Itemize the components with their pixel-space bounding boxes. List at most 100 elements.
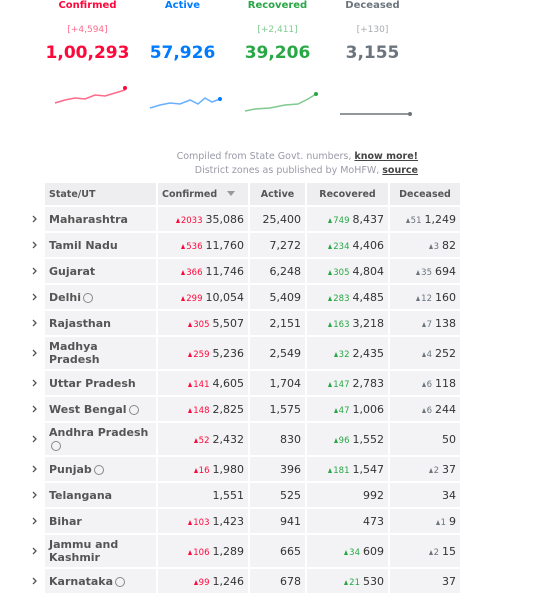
sparkline [244,93,317,112]
state-cell: Uttar Pradesh [32,371,156,395]
expand-icon[interactable] [32,547,38,555]
state-row[interactable]: West Bengal 148 2,825 1,575 47 1,006 6 244 [32,397,460,421]
state-row[interactable]: Delhi 299 10,054 5,409 283 4,485 12 160 [32,285,460,309]
state-cell: Gujarat [32,259,156,283]
active-value: 2,549 [269,346,302,360]
expand-icon[interactable] [32,405,38,413]
expand-icon[interactable] [32,267,38,275]
column-header[interactable]: Active [250,183,305,205]
state-row[interactable]: Andhra Pradesh 52 2,432 830 96 1,552 50 [32,423,460,455]
state-name: Delhi [49,290,81,304]
sparkline-dot [218,97,222,101]
state-row[interactable]: Punjab 16 1,980 396 181 1,547 2 37 [32,457,460,481]
confirmed-cell: 103 1,423 [158,509,248,533]
confirmed-delta: 106 [188,548,209,558]
state-row[interactable]: Rajasthan 305 5,507 2,151 163 3,218 7 138 [32,311,460,335]
expand-icon[interactable] [32,293,38,301]
recovered-cell: 234 4,406 [307,233,388,257]
active-value: 5,409 [269,290,302,304]
confirmed-value: 11,746 [205,264,245,278]
recovered-delta: 163 [328,320,349,330]
summary-card: Recovered [+2,411] 39,206 [230,0,325,63]
recovered-value: 3,218 [352,316,385,330]
summary-label: Recovered [247,0,308,11]
info-icon[interactable] [115,576,126,587]
recovered-cell: 749 8,437 [307,207,388,231]
info-icon[interactable] [128,404,139,415]
recovered-delta: 181 [328,466,349,476]
info-icon[interactable] [51,441,61,451]
deceased-value: 138 [435,316,456,330]
state-row[interactable]: Madhya Pradesh 259 5,236 2,549 32 2,435 4 252 [32,337,460,369]
state-row[interactable]: Uttar Pradesh 141 4,605 1,704 147 2,783 6 118 [32,371,460,395]
confirmed-value: 2,825 [212,402,245,416]
expand-icon[interactable] [32,491,38,499]
recovered-cell: 163 3,218 [307,311,388,335]
expand-icon[interactable] [32,319,38,327]
confirmed-value: 1,980 [212,462,245,476]
state-row[interactable]: Telangana 1,551 525 992 34 [32,483,460,507]
state-name: Gujarat [49,264,96,278]
confirmed-value: 35,086 [205,212,245,226]
state-name: Andhra Pradesh [49,426,149,439]
recovered-value: 1,547 [352,462,385,476]
state-name: Karnataka [49,574,114,588]
state-row[interactable]: Karnataka 99 1,246 678 21 530 37 [32,569,460,593]
expand-icon[interactable] [32,349,38,357]
info-icon[interactable] [82,292,93,303]
state-row[interactable]: Gujarat 366 11,746 6,248 305 4,804 35 694 [32,259,460,283]
confirmed-cell: 536 11,760 [158,233,248,257]
state-row[interactable]: Jammu and Kashmir 106 1,289 665 34 609 2 15 [32,535,460,567]
column-header[interactable]: Recovered [307,183,388,205]
recovered-cell: 32 2,435 [307,337,388,369]
deceased-cell: 6 118 [390,371,460,395]
state-row[interactable]: Maharashtra 2033 35,086 25,400 749 8,437 51 1,2… [32,207,460,231]
deceased-delta: 4 [422,350,432,360]
state-name: Maharashtra [49,212,128,226]
active-cell: 2,549 [250,337,305,369]
deceased-delta: 6 [422,380,432,390]
active-cell: 1,704 [250,371,305,395]
column-header[interactable]: Deceased [390,183,460,205]
recovered-value: 4,485 [352,290,385,304]
deceased-delta: 3 [429,242,439,252]
confirmed-cell: 52 2,432 [158,423,248,455]
expand-icon[interactable] [32,465,38,473]
expand-icon[interactable] [32,435,38,443]
recovered-cell: 47 1,006 [307,397,388,421]
expand-icon[interactable] [32,577,38,585]
recovered-cell: 305 4,804 [307,259,388,283]
sparklines [54,86,412,116]
active-value: 525 [280,488,301,502]
recovered-cell: 181 1,547 [307,457,388,481]
recovered-value: 2,435 [352,346,385,360]
recovered-value: 8,437 [352,212,385,226]
expand-icon[interactable] [32,379,38,387]
summary-delta-empty [135,25,230,39]
deceased-cell: 50 [390,423,460,455]
summary-card: Deceased [+130] 3,155 [325,0,420,63]
deceased-value: 244 [435,402,456,416]
deceased-cell: 51 1,249 [390,207,460,231]
expand-icon[interactable] [32,241,38,249]
state-name: Tamil Nadu [49,238,118,252]
state-name: Punjab [49,462,92,476]
confirmed-cell: 106 1,289 [158,535,248,567]
column-header[interactable]: State/UT [45,183,156,205]
note-link[interactable]: know more! [354,151,418,162]
recovered-delta: 32 [334,350,350,360]
active-value: 830 [280,432,301,446]
info-icon[interactable] [93,464,104,475]
state-row[interactable]: Bihar 103 1,423 941 473 1 9 [32,509,460,533]
expand-icon[interactable] [32,517,38,525]
expand-icon[interactable] [32,215,38,223]
state-row[interactable]: Tamil Nadu 536 11,760 7,272 234 4,406 3 82 [32,233,460,257]
active-cell: 396 [250,457,305,481]
recovered-delta: 305 [328,268,349,278]
deceased-value: 118 [435,376,456,390]
column-header[interactable]: Confirmed [158,183,248,205]
note-link[interactable]: source [382,165,418,176]
deceased-delta: 6 [422,406,432,416]
active-value: 665 [280,544,301,558]
